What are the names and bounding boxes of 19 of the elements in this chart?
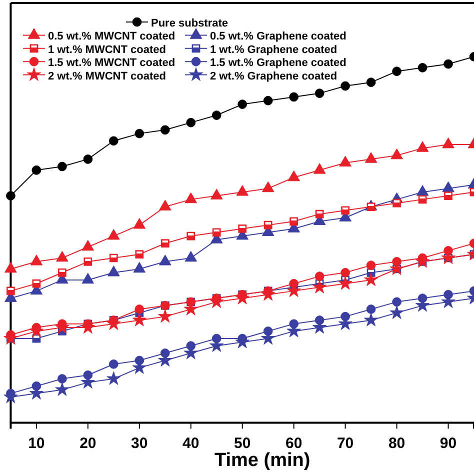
x-tick-label: 40 — [182, 435, 200, 452]
legend-label: Pure substrate — [151, 18, 228, 30]
x-axis-title: Time (min) — [214, 450, 310, 471]
x-tick-label: 20 — [80, 435, 96, 452]
x-tick-label: 80 — [388, 435, 406, 452]
legend-label: 1.5 wt.% Graphene coated — [210, 57, 346, 70]
x-tick-label: 60 — [285, 435, 302, 452]
legend-label: 1 wt.% MWCNT coated — [48, 44, 166, 56]
legend-label: 2 wt.% Graphene coated — [210, 70, 338, 82]
legend-label: 2 wt.% MWCNT coated — [48, 70, 166, 82]
legend-label: 0.5 wt.% MWCNT coated — [48, 30, 176, 43]
x-tick-label: 30 — [131, 435, 148, 452]
x-tick-label: 90 — [440, 435, 457, 452]
legend-label: 1 wt.% Graphene coated — [210, 44, 338, 56]
legend-label: 1.5 wt.% MWCNT coated — [48, 57, 176, 70]
x-tick-label: 10 — [28, 435, 45, 452]
legend-label: 0.5 wt.% Graphene coated — [210, 30, 346, 43]
x-tick-label: 50 — [234, 435, 251, 452]
x-tick-label: 70 — [336, 435, 354, 452]
